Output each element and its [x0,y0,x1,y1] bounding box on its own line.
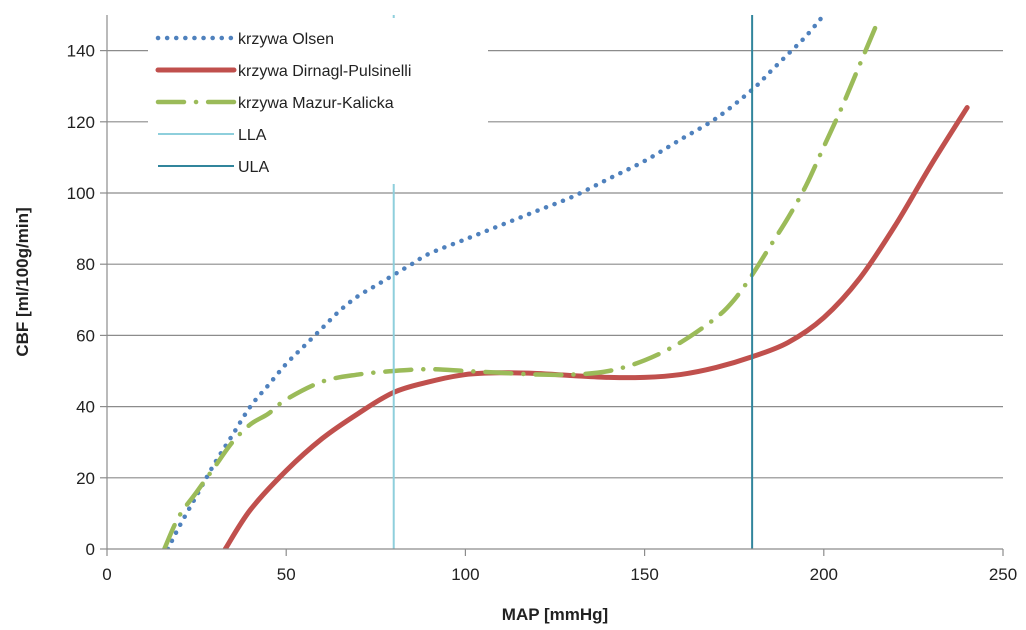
legend-label-olsen: krzywa Olsen [238,31,334,48]
x-tick-label: 150 [630,565,658,584]
y-tick-label: 60 [76,326,95,345]
axes [100,15,1004,556]
y-tick-label: 20 [76,469,95,488]
y-tick-label: 120 [67,113,95,132]
legend-label-ula: ULA [238,159,269,176]
x-tick-label: 50 [277,565,296,584]
series-group [162,15,970,549]
y-axis-label: CBF [ml/100g/min] [13,207,32,356]
x-tick-label: 100 [451,565,479,584]
legend-label-dirnagl-pulsinelli: krzywa Dirnagl-Pulsinelli [238,63,411,80]
legend-label-mazur-kalicka: krzywa Mazur-Kalicka [238,95,394,112]
series-line-mazur-kalicka [162,19,880,549]
x-axis-label: MAP [mmHg] [502,605,608,624]
x-tick-label: 250 [989,565,1017,584]
gridlines [107,49,1003,479]
tick-labels: 0 20 40 60 80 100 120 140 0 50 100 150 200 250 [67,42,1018,584]
x-tick-label: 0 [102,565,111,584]
y-tick-label: 100 [67,184,95,203]
series-line-olsen [165,15,827,549]
legend-background [148,18,488,184]
y-tick-label: 80 [76,255,95,274]
series-line-dirnagl-pulsinelli [222,105,970,549]
y-tick-label: 40 [76,398,95,417]
y-tick-label: 140 [67,42,95,61]
legend: krzywa Olsen krzywa Dirnagl-Pulsinelli krz… [148,18,488,184]
y-tick-label: 0 [86,540,95,559]
x-tick-label: 200 [810,565,838,584]
legend-label-lla: LLA [238,127,267,144]
